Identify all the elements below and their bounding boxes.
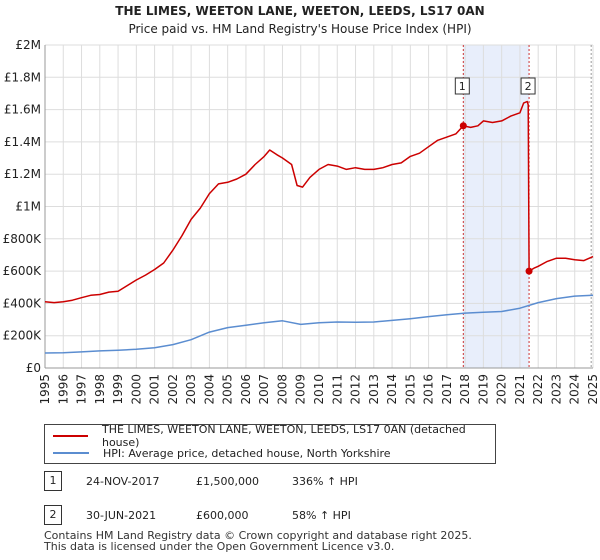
transaction-number: 1 xyxy=(44,471,62,491)
x-tick-label: 2003 xyxy=(184,374,198,405)
transaction-price: £600,000 xyxy=(196,508,249,522)
x-tick-label: 2022 xyxy=(531,374,545,405)
x-tick-label: 2005 xyxy=(221,374,235,405)
transaction-hpi: 58% ↑ HPI xyxy=(292,508,351,522)
y-tick-label: £1.2M xyxy=(4,167,41,181)
y-tick-label: £1.4M xyxy=(4,135,41,149)
x-tick-label: 2018 xyxy=(458,374,472,405)
x-tick-label: 2019 xyxy=(476,374,490,405)
sale-point xyxy=(459,122,467,130)
x-tick-label: 2002 xyxy=(166,374,180,405)
x-tick-label: 2024 xyxy=(568,374,582,405)
x-tick-label: 2008 xyxy=(275,374,289,405)
y-tick-label: £1M xyxy=(15,200,41,214)
x-tick-label: 2004 xyxy=(202,374,216,405)
y-tick-label: £400K xyxy=(3,296,43,310)
legend: THE LIMES, WEETON LANE, WEETON, LEEDS, L… xyxy=(44,423,496,464)
x-tick-label: 2012 xyxy=(349,374,363,405)
legend-label-hpi: HPI: Average price, detached house, Nort… xyxy=(103,446,391,460)
x-tick-label: 1999 xyxy=(111,374,125,405)
marker-label-box xyxy=(520,77,536,95)
x-tick-label: 2025 xyxy=(586,374,600,405)
marker-label-box xyxy=(454,77,470,95)
y-tick-label: £1.8M xyxy=(4,70,41,84)
legend-swatch-hpi xyxy=(53,452,89,454)
footer-license: This data is licensed under the Open Gov… xyxy=(44,540,395,553)
footer: Contains HM Land Registry data © Crown c… xyxy=(44,530,472,552)
y-tick-label: £200K xyxy=(3,329,43,343)
x-tick-label: 2017 xyxy=(440,374,454,405)
x-tick-label: 2013 xyxy=(367,374,381,405)
transaction-date: 24-NOV-2017 xyxy=(86,474,160,488)
x-tick-label: 2009 xyxy=(294,374,308,405)
x-tick-label: 2007 xyxy=(257,374,271,405)
legend-item-hpi: HPI: Average price, detached house, Nort… xyxy=(53,445,391,461)
x-tick-label: 2020 xyxy=(495,374,509,405)
transaction-date: 30-JUN-2021 xyxy=(86,508,157,522)
x-tick-label: 2021 xyxy=(513,374,527,405)
transaction-hpi: 336% ↑ HPI xyxy=(292,474,358,488)
transaction-number: 2 xyxy=(44,505,62,525)
chart: THE LIMES, WEETON LANE, WEETON, LEEDS, L… xyxy=(3,4,600,405)
series-line-price xyxy=(44,100,594,304)
x-tick-label: 2023 xyxy=(549,374,563,405)
x-tick-label: 2015 xyxy=(403,374,417,405)
footer-copyright: Contains HM Land Registry data © Crown c… xyxy=(44,529,472,542)
x-tick-label: 2014 xyxy=(385,374,399,405)
x-tick-label: 2016 xyxy=(422,374,436,405)
x-tick-label: 2000 xyxy=(129,374,143,405)
y-tick-label: £0 xyxy=(26,361,41,375)
chart-subtitle: Price paid vs. HM Land Registry's House … xyxy=(128,22,471,36)
legend-label-price: THE LIMES, WEETON LANE, WEETON, LEEDS, L… xyxy=(101,423,466,449)
x-tick-label: 2001 xyxy=(148,374,162,405)
series-line-hpi xyxy=(44,294,594,354)
marker-label: 1 xyxy=(459,80,466,93)
y-tick-label: £600K xyxy=(3,264,43,278)
x-tick-label: 1997 xyxy=(75,374,89,405)
x-tick-label: 1996 xyxy=(56,374,70,405)
x-tick-label: 1995 xyxy=(38,374,52,405)
marker-label: 2 xyxy=(525,80,532,93)
y-tick-label: £800K xyxy=(3,232,43,246)
x-tick-label: 1998 xyxy=(93,374,107,405)
x-tick-label: 2010 xyxy=(312,374,326,405)
legend-item-price: THE LIMES, WEETON LANE, WEETON, LEEDS, L… xyxy=(53,423,495,449)
y-tick-label: £1.6M xyxy=(4,103,41,117)
transaction-row: 2 30-JUN-2021 £600,000 58% ↑ HPI xyxy=(44,504,392,526)
transaction-price: £1,500,000 xyxy=(196,474,259,488)
transaction-row: 1 24-NOV-2017 £1,500,000 336% ↑ HPI xyxy=(44,470,392,492)
x-tick-label: 2006 xyxy=(239,374,253,405)
sale-point xyxy=(525,267,533,275)
chart-title: THE LIMES, WEETON LANE, WEETON, LEEDS, L… xyxy=(115,4,484,18)
legend-swatch-price xyxy=(53,435,88,437)
x-tick-label: 2011 xyxy=(330,374,344,405)
y-tick-label: £2M xyxy=(15,38,41,52)
